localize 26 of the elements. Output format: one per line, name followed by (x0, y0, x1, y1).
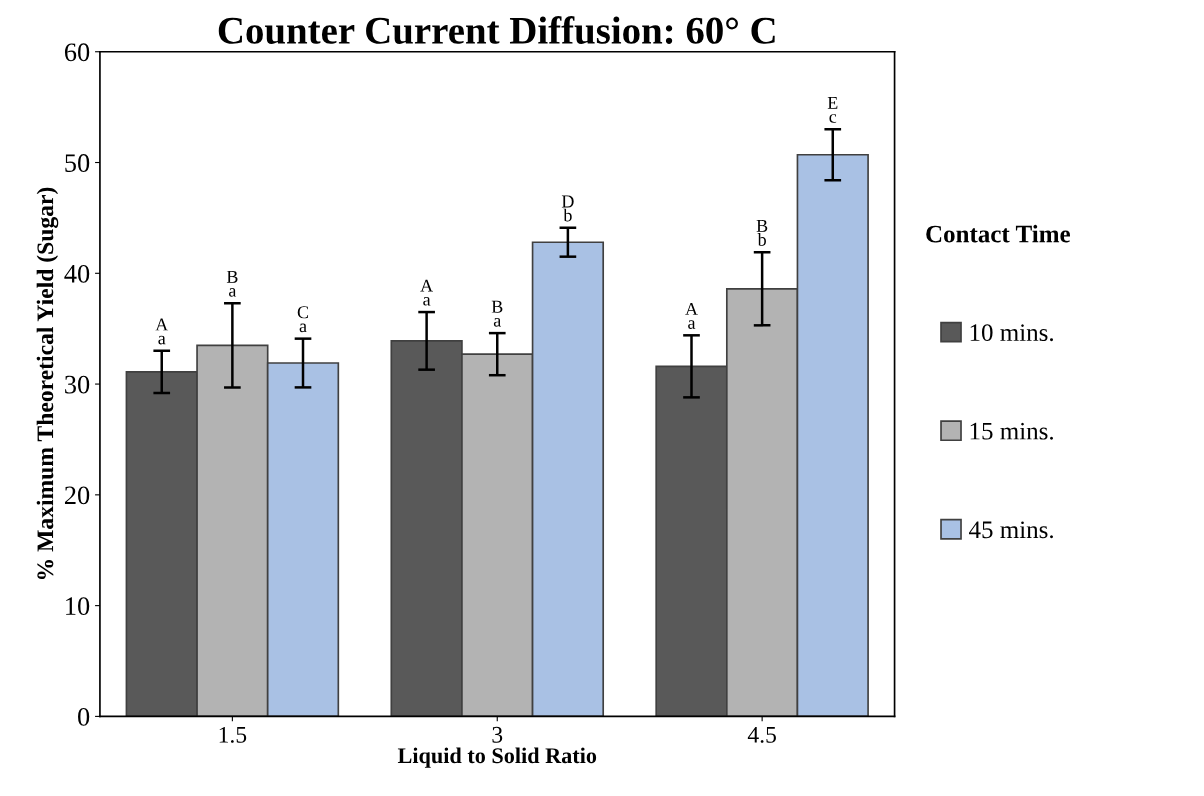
x-axis-title: Liquid to Solid Ratio (397, 747, 597, 768)
y-axis-title: % Maximum Theoretical Yield (Sugar) (36, 187, 59, 580)
x-tick-label: 4.5 (747, 726, 776, 743)
data-label: E c (827, 96, 838, 123)
x-tick-label: 1.5 (219, 726, 247, 743)
legend-label: 15 mins. (970, 422, 1053, 440)
data-label: A a (420, 279, 433, 306)
data-label: D b (561, 195, 574, 222)
data-label: B a (491, 300, 503, 327)
y-tick-label: 40 (64, 264, 90, 283)
legend-label: 10 mins. (970, 324, 1053, 342)
y-tick-label: 10 (66, 597, 90, 616)
legend-label: 45 mins. (969, 521, 1053, 539)
chart-title: Counter Current Diffusion: 60° C (218, 16, 775, 45)
y-tick-label: 0 (78, 708, 90, 726)
data-label: C a (297, 306, 309, 333)
data-label: B b (756, 219, 768, 246)
data-label: B a (226, 270, 238, 297)
data-label: A a (155, 318, 169, 345)
y-tick-label: 20 (64, 486, 90, 505)
x-tick-label: 3 (492, 726, 503, 743)
y-tick-label: 50 (65, 154, 90, 172)
y-tick-label: 60 (64, 43, 90, 62)
data-label: A a (685, 302, 698, 329)
legend-title: Contact Time (926, 224, 1070, 243)
y-tick-label: 30 (65, 375, 90, 394)
